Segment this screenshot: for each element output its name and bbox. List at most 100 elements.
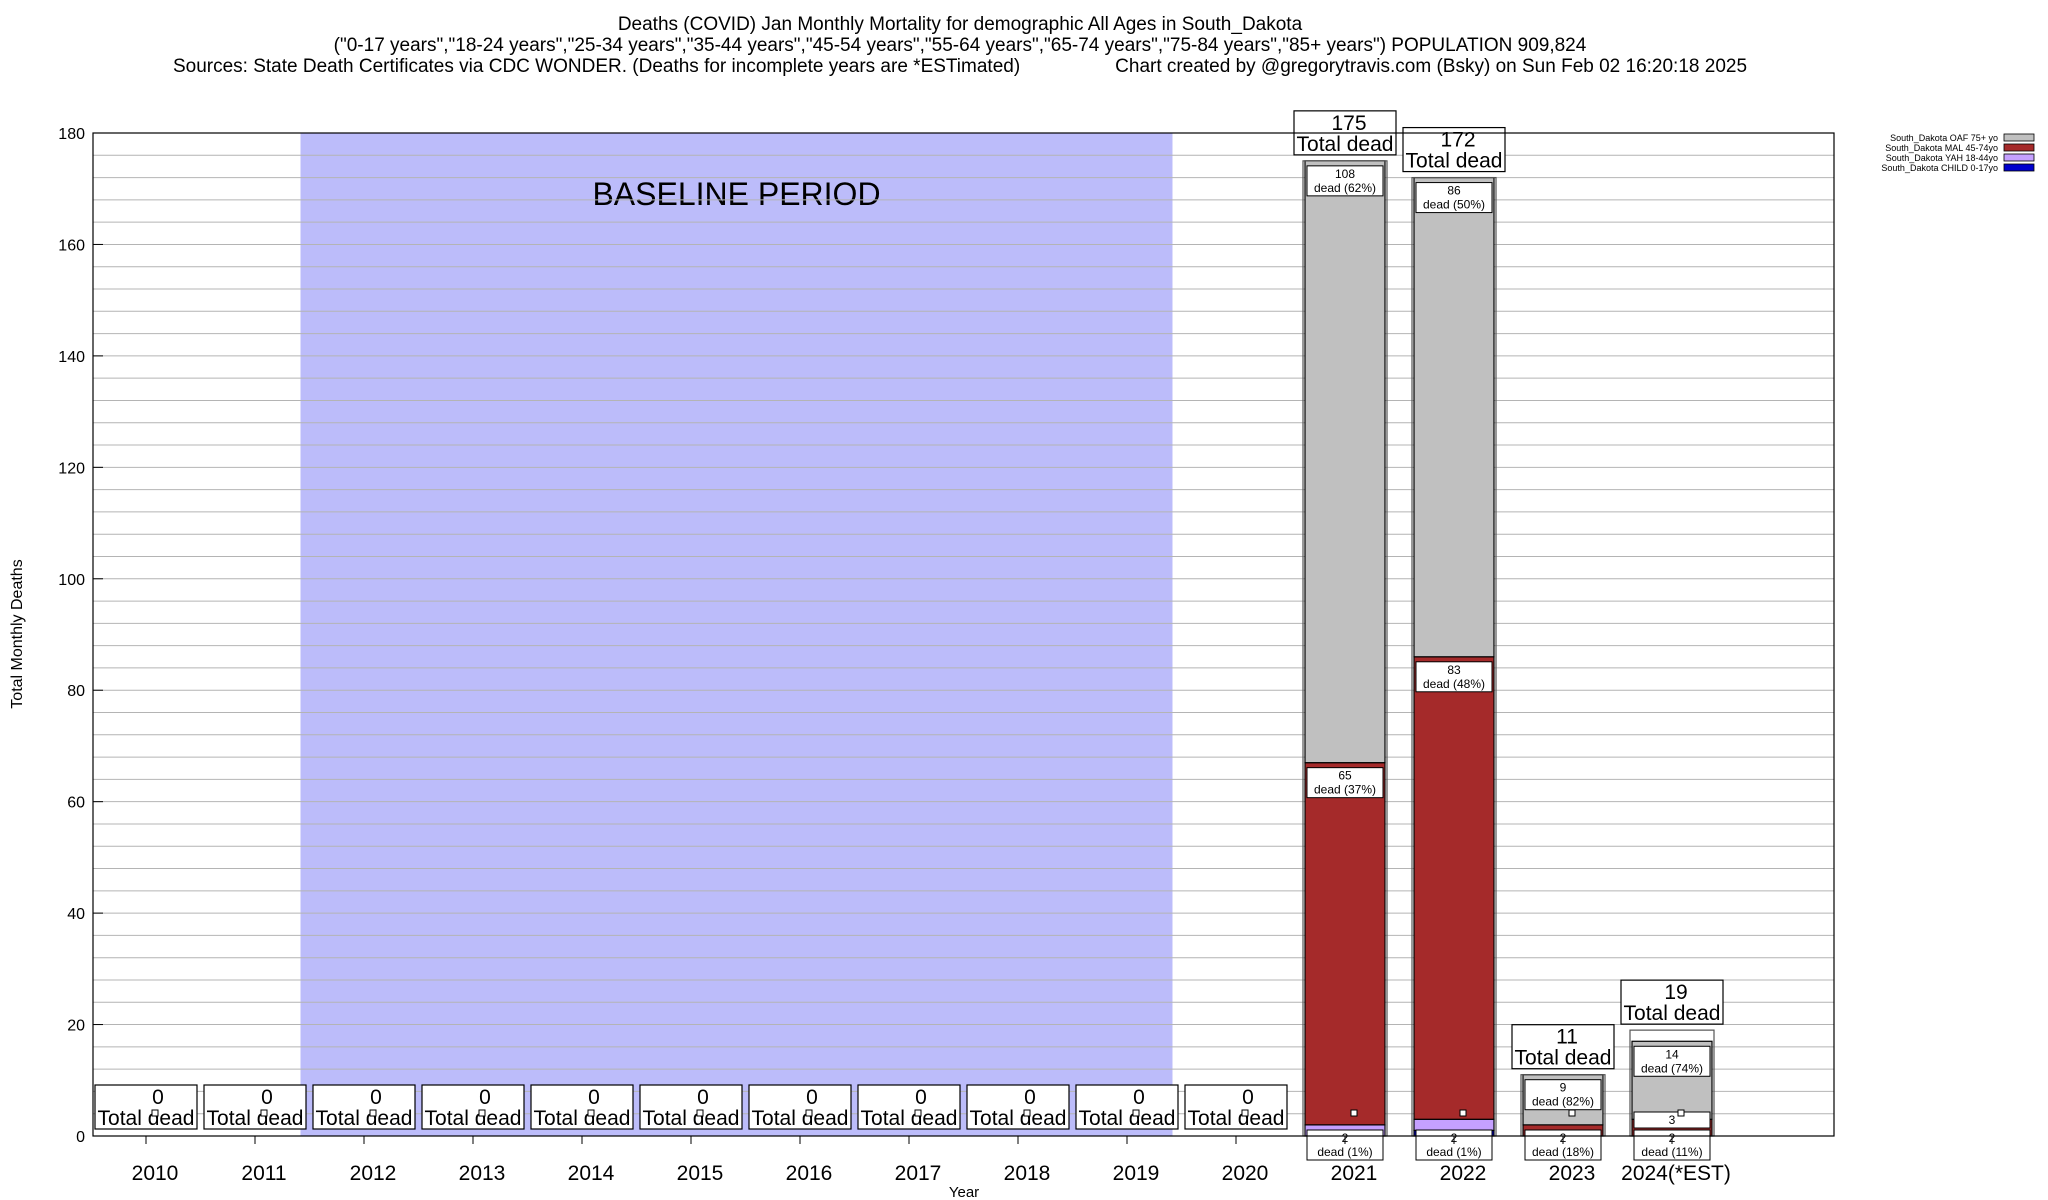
- total-caption: Total dead: [1406, 150, 1503, 173]
- x-axis-label: Year: [949, 1184, 979, 1200]
- zero-marker: [478, 1109, 486, 1117]
- total-label-box: [1184, 1084, 1288, 1130]
- segment-text: dead (18%): [1532, 1145, 1594, 1159]
- bar-segment: [1413, 1118, 1495, 1132]
- y-tick-label: 140: [58, 349, 85, 366]
- plot-frame: [92, 132, 1835, 1137]
- total-value: 0: [370, 1086, 382, 1109]
- x-tick-label: 2024(*EST): [1621, 1162, 1731, 1185]
- total-label-box: [1075, 1084, 1179, 1130]
- legend-label: South_Dakota CHILD 0-17yo: [1881, 163, 1998, 173]
- legend-swatch: [2003, 163, 2035, 172]
- segment-label-box: [1415, 1129, 1493, 1161]
- total-label-box: [966, 1084, 1070, 1130]
- total-label-box: [312, 1084, 416, 1130]
- legend-label: South_Dakota MAL 45-74yo: [1885, 143, 1998, 153]
- x-tick-label: 2019: [1113, 1162, 1160, 1185]
- total-value: 0: [915, 1086, 927, 1109]
- legend-label: South_Dakota OAF 75+ yo: [1890, 133, 1998, 143]
- segment-value: 83: [1447, 663, 1461, 677]
- total-value: 11: [1556, 1026, 1578, 1049]
- segment-text: dead (62%): [1314, 181, 1376, 195]
- total-caption: Total dead: [98, 1107, 195, 1130]
- zero-marker: [1568, 1109, 1576, 1117]
- total-caption: Total dead: [1515, 1047, 1612, 1070]
- total-value: 0: [806, 1086, 818, 1109]
- segment-label-box: [1633, 1111, 1711, 1129]
- y-tick-label: 180: [58, 126, 85, 143]
- zero-marker: [805, 1109, 813, 1117]
- total-value: 0: [588, 1086, 600, 1109]
- y-tick-label: 0: [76, 1129, 85, 1146]
- total-value: 0: [1024, 1086, 1036, 1109]
- x-tick-label: 2018: [1004, 1162, 1051, 1185]
- total-label-box: [1402, 126, 1506, 173]
- y-tick-label: 120: [58, 460, 85, 477]
- segment-value: 14: [1665, 1047, 1679, 1061]
- zero-marker: [260, 1109, 268, 1117]
- y-tick-label: 160: [58, 237, 85, 254]
- segment-text: dead (1%): [1317, 1145, 1372, 1159]
- total-label-box: [748, 1084, 852, 1130]
- total-caption: Total dead: [1297, 133, 1394, 156]
- total-caption: Total dead: [534, 1107, 631, 1130]
- x-tick-label: 2016: [786, 1162, 833, 1185]
- total-caption: Total dead: [752, 1107, 849, 1130]
- total-value: 0: [1242, 1086, 1254, 1109]
- total-value: 172: [1440, 129, 1475, 152]
- segment-value: 86: [1447, 184, 1461, 198]
- x-tick-label: 2021: [1331, 1162, 1378, 1185]
- x-tick-label: 2011: [241, 1162, 286, 1185]
- total-label-box: [1511, 1024, 1615, 1070]
- segment-text: dead (48%): [1423, 677, 1485, 691]
- y-axis-label: Total Monthly Deaths: [9, 559, 26, 708]
- total-label-box: [530, 1084, 634, 1130]
- total-value: 0: [479, 1086, 491, 1109]
- chart-titles: Deaths (COVID) Jan Monthly Mortality for…: [0, 14, 1920, 77]
- x-tick-label: 2017: [895, 1162, 942, 1185]
- segment-text: dead (37%): [1314, 783, 1376, 797]
- segment-label-box: [1306, 1129, 1384, 1161]
- x-tick-label: 2012: [350, 1162, 397, 1185]
- x-tick-label: 2010: [132, 1162, 179, 1185]
- y-tick-label: 100: [58, 572, 85, 589]
- zero-marker: [369, 1109, 377, 1117]
- segment-label-box: [1633, 1045, 1711, 1077]
- x-tick-label: 2020: [1222, 1162, 1269, 1185]
- legend-swatch: [2003, 143, 2035, 152]
- y-tick-label: 40: [67, 906, 85, 923]
- zero-marker: [151, 1109, 159, 1117]
- chart-source-line: Sources: State Death Certificates via CD…: [172, 56, 1748, 77]
- segment-label-box: [1306, 767, 1384, 799]
- total-caption: Total dead: [207, 1107, 304, 1130]
- bar-segment: [1304, 160, 1386, 764]
- total-label-box: [203, 1084, 307, 1130]
- segment-label-box: [1306, 165, 1384, 197]
- plot-background: BASELINE PERIOD: [93, 133, 1834, 1136]
- total-value: 175: [1331, 112, 1366, 135]
- x-tick-label: 2022: [1440, 1162, 1487, 1185]
- total-caption: Total dead: [861, 1107, 958, 1130]
- total-label-box: [857, 1084, 961, 1130]
- chart-subtitle: ("0-17 years","18-24 years","25-34 years…: [333, 35, 1587, 56]
- segment-text: dead (82%): [1532, 1095, 1594, 1109]
- baseline-label: BASELINE PERIOD: [592, 176, 880, 212]
- legend-label: South_Dakota YAH 18-44yo: [1886, 153, 1998, 163]
- total-value: 0: [152, 1086, 164, 1109]
- zero-marker: [914, 1109, 922, 1117]
- segment-label-box: [1524, 1079, 1602, 1111]
- y-tick-label: 60: [67, 795, 85, 812]
- chart-title: Deaths (COVID) Jan Monthly Mortality for…: [617, 14, 1303, 35]
- segment-text: dead (1%): [1426, 1145, 1481, 1159]
- bar-segment: [1413, 176, 1495, 658]
- segment-value: 9: [1560, 1081, 1567, 1095]
- total-value: 0: [261, 1086, 273, 1109]
- total-label-box: [94, 1084, 198, 1130]
- legend-swatch: [2003, 153, 2035, 162]
- x-tick-label: 2023: [1549, 1162, 1596, 1185]
- bars: [1302, 160, 1715, 1137]
- baseline-shade: [300, 133, 1173, 1136]
